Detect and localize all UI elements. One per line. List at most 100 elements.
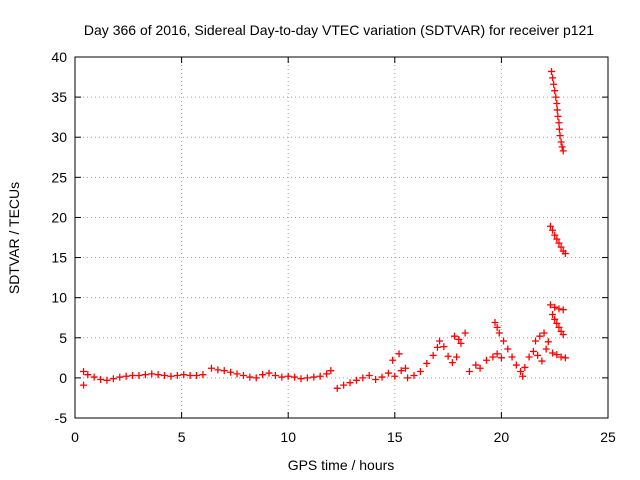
y-tick-label: 5 <box>59 330 67 346</box>
data-point <box>401 364 409 372</box>
data-point <box>384 369 392 377</box>
data-point <box>551 87 559 95</box>
data-point <box>148 370 156 378</box>
data-point <box>542 345 550 353</box>
y-tick-label: 0 <box>59 370 67 386</box>
data-point <box>546 222 554 230</box>
data-point <box>395 350 403 358</box>
data-point <box>378 373 386 381</box>
data-point <box>220 367 228 375</box>
data-point <box>497 354 505 362</box>
data-point <box>561 250 569 258</box>
y-tick-labels: -5 0 5 10 15 20 25 30 35 40 <box>51 49 67 426</box>
data-point <box>457 339 465 347</box>
data-point <box>453 353 461 361</box>
data-point <box>508 353 516 361</box>
data-point <box>555 305 563 313</box>
data-point <box>265 369 273 377</box>
data-point <box>122 372 130 380</box>
data-point <box>389 356 397 364</box>
y-tick-label: -5 <box>55 410 68 426</box>
data-point <box>444 352 452 360</box>
data-point <box>397 367 405 375</box>
data-point <box>297 375 305 383</box>
data-point <box>561 354 569 362</box>
data-point <box>553 319 561 327</box>
y-tick-label: 35 <box>51 89 67 105</box>
data-point <box>259 371 267 379</box>
data-point <box>536 332 544 340</box>
data-point <box>555 125 563 133</box>
data-point <box>284 372 292 380</box>
x-tick-label: 10 <box>280 429 296 445</box>
data-point <box>199 371 207 379</box>
data-point <box>546 301 554 309</box>
y-tick-label: 10 <box>51 290 67 306</box>
data-point <box>291 373 299 381</box>
data-point <box>180 371 188 379</box>
data-point <box>482 356 490 364</box>
data-point <box>549 74 557 82</box>
x-tick-labels: 0 5 10 15 20 25 <box>71 429 616 445</box>
x-tick-label: 5 <box>178 429 186 445</box>
data-point <box>333 384 341 392</box>
data-point <box>303 374 311 382</box>
data-point <box>493 350 501 358</box>
data-point <box>558 143 566 151</box>
data-point <box>557 138 565 146</box>
data-point <box>544 338 552 346</box>
chart-title: Day 366 of 2016, Sidereal Day-to-day VTE… <box>84 22 594 38</box>
data-point <box>109 375 117 383</box>
data-point <box>455 335 463 343</box>
data-point <box>472 361 480 369</box>
data-point <box>549 311 557 319</box>
data-point <box>359 374 367 382</box>
data-point <box>521 363 529 371</box>
data-point <box>129 371 137 379</box>
data-point <box>186 371 194 379</box>
data-point <box>504 345 512 353</box>
data-point <box>512 361 520 369</box>
data-point <box>365 371 373 379</box>
data-point <box>557 353 565 361</box>
data-point <box>340 381 348 389</box>
data-point <box>555 239 563 247</box>
data-point <box>80 381 88 389</box>
data-point <box>461 329 469 337</box>
data-point <box>323 370 331 378</box>
data-point <box>517 367 525 375</box>
x-tick-label: 15 <box>387 429 403 445</box>
data-point <box>550 80 558 88</box>
data-point <box>154 371 162 379</box>
data-point <box>540 329 548 337</box>
data-point <box>167 372 175 380</box>
data-point <box>491 319 499 327</box>
data-point <box>554 112 562 120</box>
y-tick-label: 30 <box>51 129 67 145</box>
data-point <box>135 371 143 379</box>
y-tick-label: 40 <box>51 49 67 65</box>
data-point <box>173 371 181 379</box>
data-point <box>84 371 92 379</box>
data-point <box>534 351 542 359</box>
data-point <box>239 371 247 379</box>
data-point <box>278 373 286 381</box>
data-point <box>553 351 561 359</box>
data-point <box>559 147 567 155</box>
data-point <box>557 243 565 251</box>
data-point <box>551 303 559 311</box>
data-point <box>410 371 418 379</box>
data-point <box>495 329 503 337</box>
data-point <box>214 366 222 374</box>
data-point <box>97 375 105 383</box>
data-point <box>227 368 235 376</box>
data-point <box>316 372 324 380</box>
data-point <box>207 364 215 372</box>
data-point <box>551 231 559 239</box>
data-point <box>489 353 497 361</box>
data-point <box>80 367 88 375</box>
data-point <box>553 235 561 243</box>
data-point <box>391 372 399 380</box>
data-point <box>252 374 260 382</box>
